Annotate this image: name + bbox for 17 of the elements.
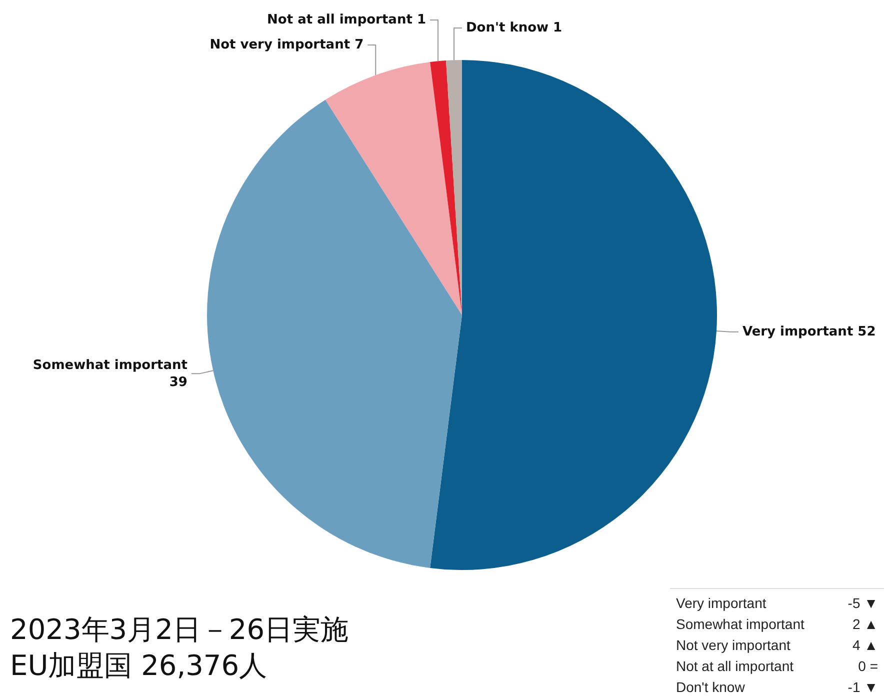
data-label: 1 — [416, 12, 426, 28]
text: 2023年3月2日－26日実施 — [10, 612, 349, 648]
slice-label: Not very important — [210, 37, 350, 52]
slice-label: Very important — [742, 324, 854, 340]
slice-label: Somewhat important — [32, 358, 188, 374]
data-label: 52 — [858, 324, 876, 340]
slice-label: Don't know — [466, 20, 549, 36]
text: Very important -5 ▼ — [676, 595, 878, 611]
data-label: 7 — [354, 37, 364, 52]
text: EU加盟国 26,376人 — [10, 648, 268, 684]
data-label: 39 — [169, 375, 188, 390]
text: Don't know -1 ▼ — [676, 679, 878, 695]
data-label: 1 — [553, 20, 562, 36]
slice-label: Not at all important — [267, 12, 412, 28]
text: Not very important 4 ▲ — [676, 637, 878, 653]
text: Somewhat important 2 ▲ — [676, 616, 878, 632]
text: Not at all important 0 = — [676, 658, 878, 674]
